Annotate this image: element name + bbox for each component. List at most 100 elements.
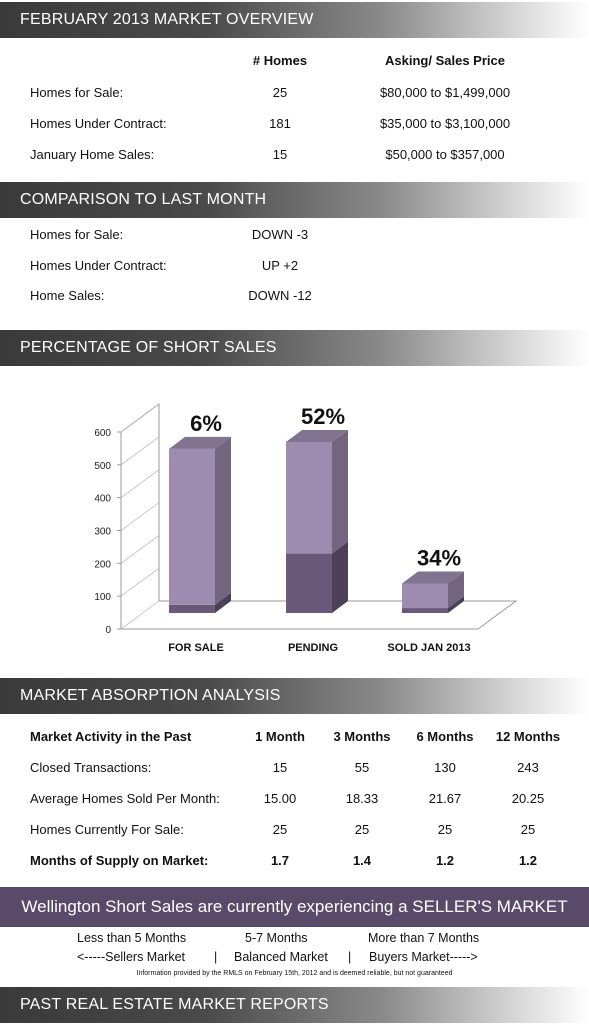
category-label: SOLD JAN 2013 [387, 642, 470, 654]
overview-column-headers: # Homes Asking/ Sales Price [0, 53, 589, 73]
row-homes: 25 [272, 85, 288, 100]
row-change: DOWN -3 [251, 227, 309, 242]
row-value: 243 [517, 760, 539, 775]
disclaimer: Information provided by the RMLS on Febr… [136, 970, 453, 977]
absorption-row-supply: Months of Supply on Market: 1.7 1.4 1.2 … [0, 853, 589, 873]
row-value: 130 [434, 760, 456, 775]
row-homes: 15 [272, 147, 288, 162]
bar-segment [169, 604, 215, 613]
row-label: Average Homes Sold Per Month: [30, 791, 220, 806]
row-label: Homes for Sale: [30, 227, 124, 242]
short-sales-header: PERCENTAGE OF SHORT SALES [0, 330, 589, 366]
short-sales-chart: 0 100 200 300 400 500 600 FOR SALE 6% PENDING 52% S… [94, 403, 518, 654]
data-label: 6% [190, 411, 222, 436]
y-tick-diagonal [120, 567, 160, 597]
homes-column-header: # Homes [252, 53, 308, 68]
market-sellers: <-----Sellers Market [77, 950, 185, 964]
row-label: Homes for Sale: [30, 85, 124, 100]
row-price: $80,000 to $1,499,000 [379, 85, 511, 100]
y-tick-diagonal [120, 403, 160, 433]
price-column-header: Asking/ Sales Price [385, 53, 505, 68]
bar-segment-side [332, 541, 348, 613]
market-buyers: Buyers Market-----> [369, 950, 478, 964]
row-label: January Home Sales: [30, 147, 155, 162]
row-label: Homes Currently For Sale: [30, 822, 184, 837]
row-value: 55 [354, 760, 370, 775]
overview-row: Homes Under Contract: 181 $35,000 to $3,… [0, 116, 589, 136]
row-label: Homes Under Contract: [30, 116, 167, 131]
bar-segment-side [332, 429, 348, 554]
col-1-month: 1 Month [255, 729, 305, 744]
comparison-row: Homes for Sale: DOWN -3 [0, 227, 589, 247]
col-6-months: 6 Months [416, 729, 474, 744]
absorption-row: Average Homes Sold Per Month: 15.00 18.3… [0, 791, 589, 811]
bar-segment [402, 583, 448, 609]
bar-segment [286, 441, 332, 554]
row-value: 25 [354, 822, 370, 837]
bar-segment-side [448, 571, 464, 609]
row-value: 18.33 [345, 791, 379, 806]
row-change: UP +2 [261, 258, 299, 273]
bar-segment [169, 448, 215, 605]
comparison-row: Homes Under Contract: UP +2 [0, 258, 589, 278]
bar-top [169, 436, 231, 449]
col-12-months: 12 Months [495, 729, 561, 744]
row-value: 1.7 [270, 853, 290, 868]
y-tick-label: 300 [94, 527, 111, 538]
y-tick-diagonal [120, 436, 160, 466]
col-3-months: 3 Months [333, 729, 391, 744]
row-value: 15 [272, 760, 288, 775]
scale-ranges: Less than 5 Months 5-7 Months More than … [0, 931, 589, 949]
row-value: 1.4 [352, 853, 372, 868]
bar-segment [402, 608, 448, 613]
range-sellers: Less than 5 Months [77, 931, 187, 945]
y-tick-diagonal [120, 600, 160, 630]
row-value: 25 [437, 822, 453, 837]
row-value: 20.25 [511, 791, 545, 806]
absorption-header: MARKET ABSORPTION ANALYSIS [0, 678, 589, 714]
comparison-row: Home Sales: DOWN -12 [0, 288, 589, 308]
bar-segment-side [215, 592, 231, 613]
range-buyers: More than 7 Months [368, 931, 480, 945]
comparison-header: COMPARISON TO LAST MONTH [0, 182, 589, 218]
overview-row: Homes for Sale: 25 $80,000 to $1,499,000 [0, 85, 589, 105]
row-value: 15.00 [263, 791, 297, 806]
row-change: DOWN -12 [248, 288, 312, 303]
absorption-label-header: Market Activity in the Past [30, 729, 192, 744]
row-value: 1.2 [435, 853, 455, 868]
overview-header: FEBRUARY 2013 MARKET OVERVIEW [0, 2, 589, 38]
bar-top [402, 571, 464, 584]
scale-divider: | [214, 950, 218, 964]
y-tick-diagonal [120, 469, 160, 498]
row-label: Closed Transactions: [30, 760, 152, 775]
row-value: 25 [272, 822, 288, 837]
y-tick-label: 200 [94, 559, 111, 570]
absorption-column-headers: Market Activity in the Past 1 Month 3 Mo… [0, 729, 589, 749]
bar-segment [286, 553, 332, 613]
row-value: 25 [520, 822, 536, 837]
row-label: Months of Supply on Market: [30, 853, 209, 868]
absorption-row: Closed Transactions: 15 55 130 243 [0, 760, 589, 780]
row-label: Home Sales: [30, 288, 105, 303]
past-reports-header[interactable]: PAST REAL ESTATE MARKET REPORTS [0, 987, 589, 1023]
row-homes: 181 [269, 116, 291, 131]
scale-markets: <-----Sellers Market | Balanced Market |… [0, 950, 589, 968]
bar-segment-side [448, 596, 464, 613]
y-tick-label: 600 [94, 428, 111, 439]
range-balanced: 5-7 Months [245, 931, 308, 945]
row-price: $35,000 to $3,100,000 [379, 116, 511, 131]
market-balanced: Balanced Market [234, 950, 328, 964]
y-tick-label: 500 [94, 461, 111, 472]
row-value: 1.2 [518, 853, 538, 868]
y-tick-label: 400 [94, 494, 111, 505]
overview-row: January Home Sales: 15 $50,000 to $357,0… [0, 147, 589, 167]
data-label: 34% [417, 545, 461, 570]
y-tick-label: 0 [105, 625, 111, 636]
row-value: 21.67 [428, 791, 462, 806]
category-label: PENDING [288, 642, 338, 654]
y-tick-diagonal [120, 535, 160, 564]
bar-top [286, 429, 348, 442]
bar-segment-side [215, 436, 231, 605]
y-tick-diagonal [120, 502, 160, 531]
market-status-banner: Wellington Short Sales are currently exp… [0, 887, 589, 927]
